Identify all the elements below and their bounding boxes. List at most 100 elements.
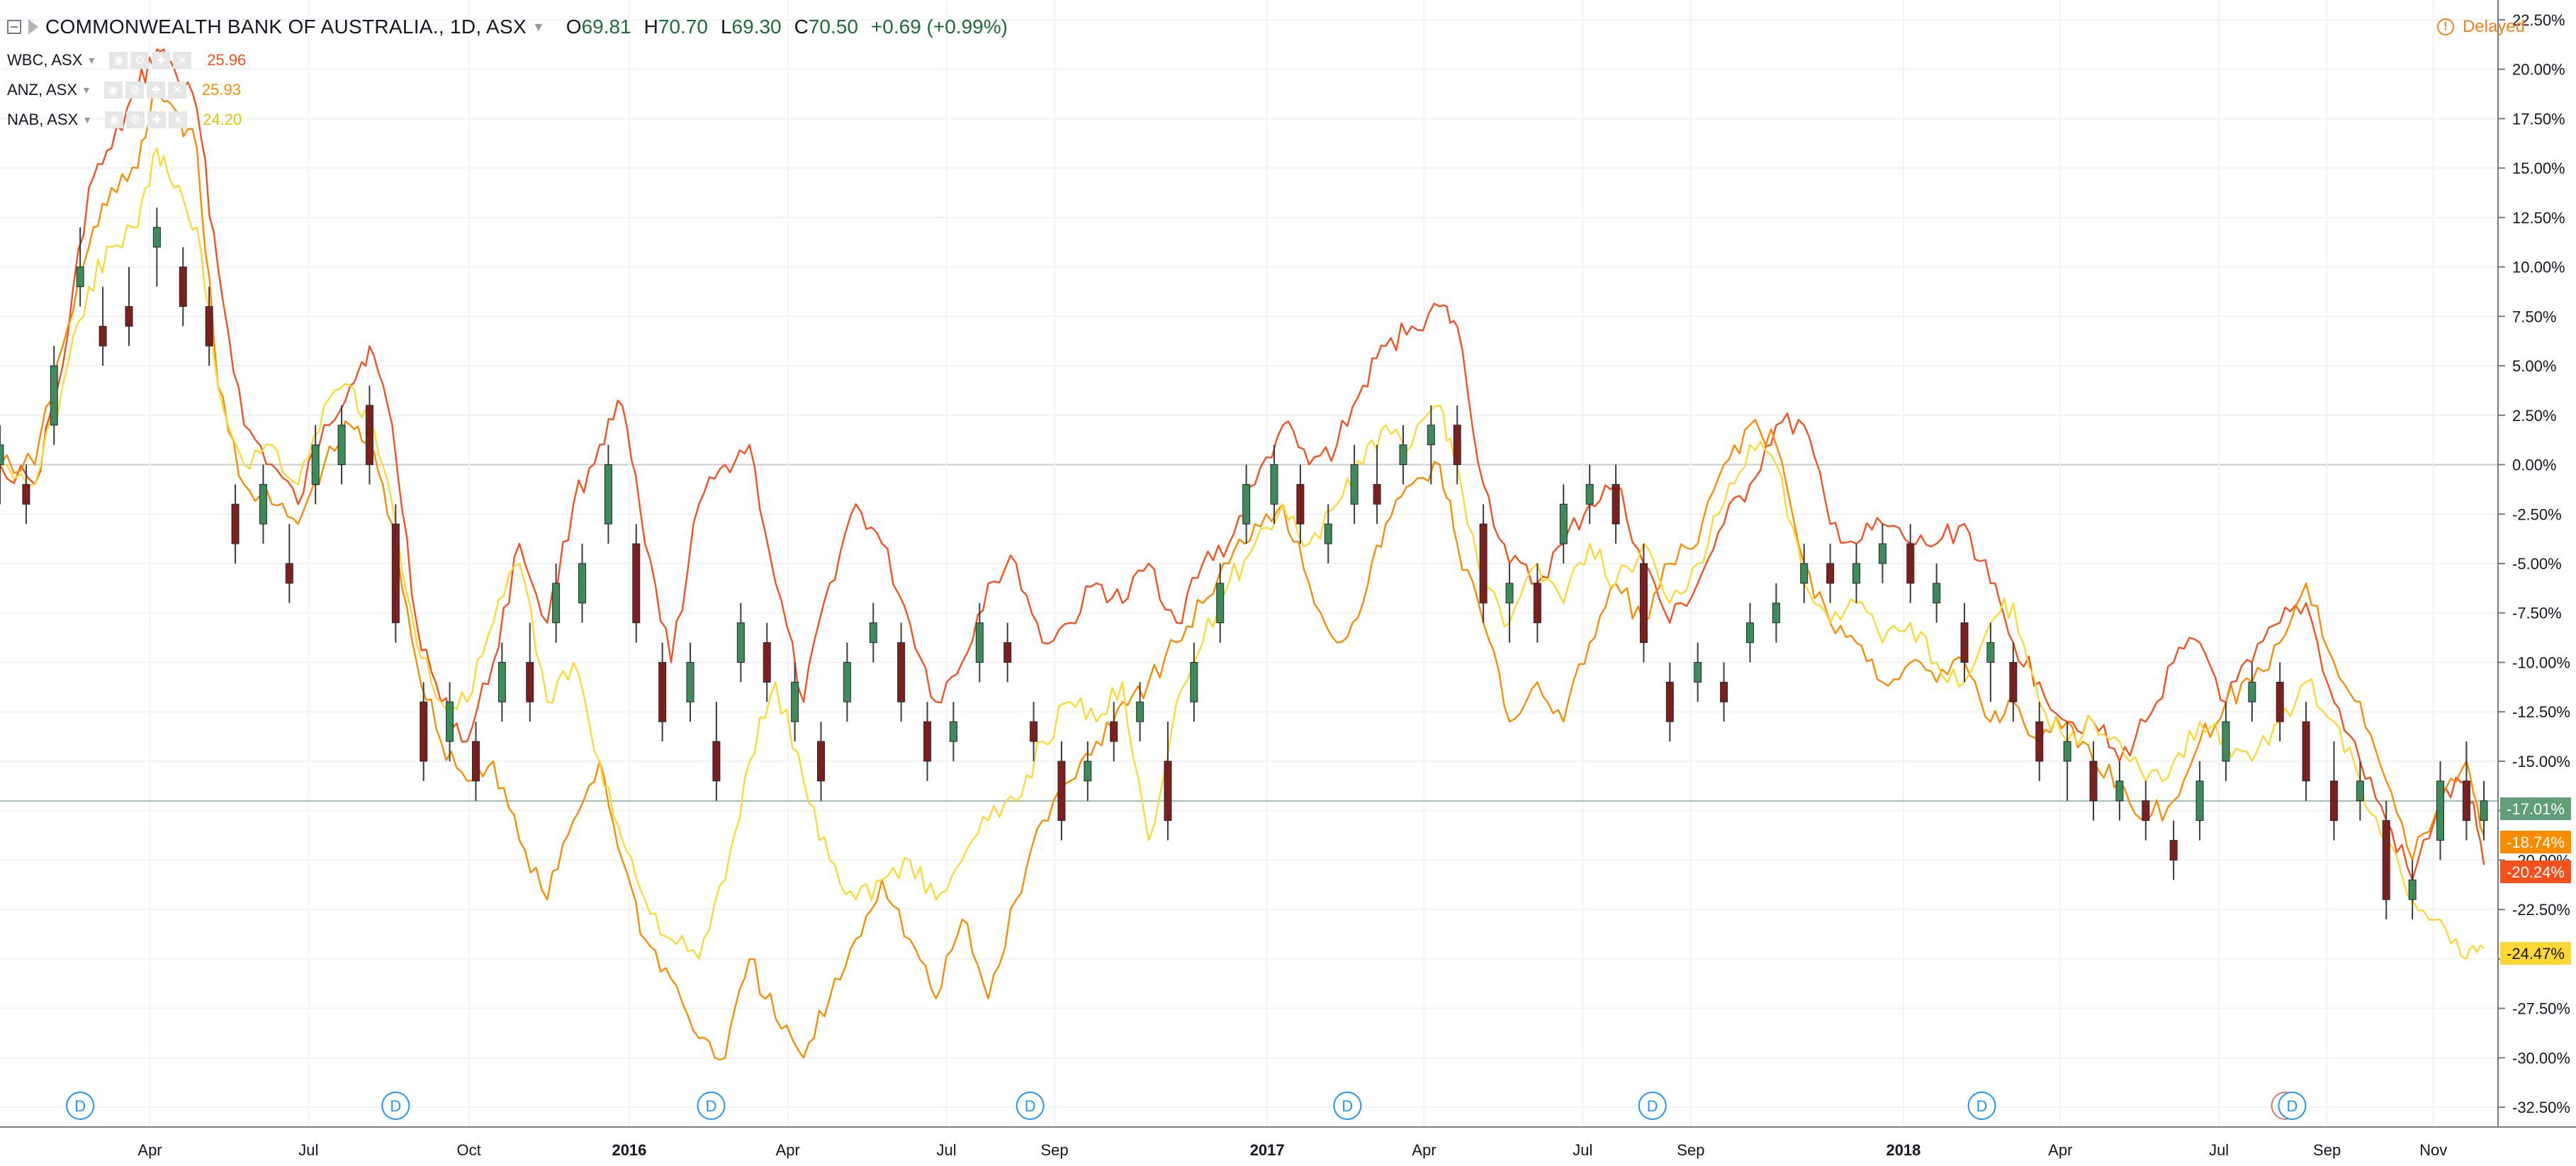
event-label[interactable]: D <box>390 1097 401 1115</box>
candle <box>632 524 641 643</box>
delayed-label: Delayed <box>2462 17 2525 36</box>
chevron-down-icon[interactable]: ▼ <box>86 55 97 66</box>
settings-icon[interactable]: ⚙ <box>126 111 145 128</box>
candle <box>897 622 906 722</box>
event-label[interactable]: D <box>706 1097 717 1115</box>
eye-icon[interactable]: ◉ <box>109 52 128 69</box>
main-symbol-title[interactable]: COMMONWEALTH BANK OF AUSTRALIA., 1D, ASX <box>45 16 527 38</box>
chevron-down-icon[interactable]: ▼ <box>81 84 91 96</box>
event-label[interactable]: D <box>2286 1097 2297 1115</box>
delayed-indicator[interactable]: ! Delayed <box>2436 17 2525 37</box>
candle-body <box>2480 800 2488 822</box>
candle <box>1694 642 1702 702</box>
candle-body <box>1427 425 1435 446</box>
compare-symbol[interactable]: NAB, ASX <box>7 111 79 128</box>
dividend-event-marker[interactable]: D <box>66 1092 95 1120</box>
dividend-event-marker[interactable]: D <box>381 1092 410 1120</box>
candle-body <box>2035 721 2044 762</box>
candle-body <box>1190 661 1198 702</box>
candle-body <box>1826 563 1835 584</box>
candle <box>1003 622 1012 683</box>
candle <box>22 464 30 525</box>
event-label[interactable]: D <box>1647 1097 1658 1115</box>
event-circle[interactable] <box>697 1092 726 1120</box>
candle <box>2302 702 2310 801</box>
candle-body <box>1800 563 1809 584</box>
candle <box>1399 425 1407 485</box>
event-circle[interactable] <box>1016 1092 1045 1120</box>
candle-body <box>843 661 851 702</box>
chevron-down-icon[interactable]: ▼ <box>531 19 545 34</box>
compare-legend-wbc[interactable]: WBC, ASX ▼ ◉ ⚙ ✚ ✕ 25.96 <box>7 48 246 72</box>
dividend-event-marker[interactable]: D <box>1333 1092 1362 1120</box>
dividend-event-marker[interactable]: D <box>1638 1092 1667 1120</box>
event-circle[interactable] <box>381 1092 410 1120</box>
price-change: +0.69 (+0.99%) <box>870 16 1008 38</box>
event-label[interactable]: D <box>1025 1097 1036 1115</box>
candle-body <box>2222 721 2230 762</box>
y-tick-label: 0.00% <box>2512 456 2556 474</box>
candle-body <box>76 267 84 287</box>
event-circle[interactable] <box>1967 1092 1996 1120</box>
close-icon[interactable]: ✕ <box>173 52 192 69</box>
x-tick-label: Jul <box>1573 1141 1592 1159</box>
event-circle[interactable] <box>2278 1092 2307 1120</box>
candle-body <box>949 721 957 742</box>
candle-body <box>391 523 400 624</box>
compare-symbol[interactable]: WBC, ASX <box>7 51 83 69</box>
candle <box>1906 524 1915 603</box>
eye-icon[interactable]: ◉ <box>103 82 123 99</box>
candle-body <box>2089 761 2098 802</box>
close-icon[interactable]: ✕ <box>169 111 188 128</box>
event-label[interactable]: D <box>74 1097 86 1115</box>
close-icon[interactable]: ✕ <box>167 82 186 99</box>
more-icon[interactable]: ✚ <box>146 82 165 99</box>
candle <box>1270 444 1278 525</box>
settings-icon[interactable]: ⚙ <box>130 52 150 69</box>
candle <box>1324 504 1332 564</box>
settings-icon[interactable]: ⚙ <box>125 82 144 99</box>
candle-body <box>897 642 906 702</box>
candle-body <box>2329 780 2338 822</box>
badge-text: -17.01% <box>2507 800 2565 818</box>
collapse-legend-icon[interactable] <box>7 20 21 34</box>
dividend-event-marker[interactable]: D <box>697 1092 726 1120</box>
dividend-event-marker[interactable]: D <box>1967 1092 1996 1120</box>
compare-legend-nab[interactable]: NAB, ASX ▼ ◉ ⚙ ✚ ✕ 24.20 <box>7 108 242 132</box>
candle <box>1960 602 1969 683</box>
last-value-badge: -24.47% <box>2500 942 2571 965</box>
event-label[interactable]: D <box>1342 1097 1353 1115</box>
event-label[interactable]: D <box>1976 1097 1988 1115</box>
candle <box>552 564 561 643</box>
chevron-down-icon[interactable]: ▼ <box>82 114 93 125</box>
dividend-event-marker[interactable]: D <box>1016 1092 1045 1120</box>
candle-body <box>686 661 694 702</box>
dividend-event-marker[interactable]: D <box>2278 1092 2307 1120</box>
more-icon[interactable]: ✚ <box>152 52 171 69</box>
compare-symbol[interactable]: ANZ, ASX <box>7 81 78 99</box>
y-tick-label: 7.50% <box>2512 308 2556 325</box>
flag-icon[interactable] <box>28 19 38 35</box>
candle-body <box>1479 523 1487 604</box>
candle <box>2356 761 2364 821</box>
candle <box>1639 544 1648 663</box>
candle <box>152 207 161 287</box>
candle <box>1826 544 1835 603</box>
candle-body <box>1960 622 1969 663</box>
main-series-legend[interactable]: COMMONWEALTH BANK OF AUSTRALIA., 1D, ASX… <box>7 16 1008 38</box>
candle <box>1612 464 1620 544</box>
candle <box>1373 444 1381 525</box>
compare-legend-anz[interactable]: ANZ, ASX ▼ ◉ ⚙ ✚ ✕ 25.93 <box>7 78 241 102</box>
candle <box>76 227 84 307</box>
event-circle[interactable] <box>1333 1092 1362 1120</box>
more-icon[interactable]: ✚ <box>147 111 167 128</box>
event-circle[interactable] <box>66 1092 95 1120</box>
candle <box>1665 662 1674 742</box>
event-circle[interactable] <box>1638 1092 1667 1120</box>
candle <box>1878 524 1886 583</box>
candle-body <box>2436 780 2445 841</box>
event-markers-layer[interactable]: DDDDDDDED <box>66 1092 2307 1120</box>
candle <box>1136 682 1144 742</box>
eye-icon[interactable]: ◉ <box>105 111 124 128</box>
